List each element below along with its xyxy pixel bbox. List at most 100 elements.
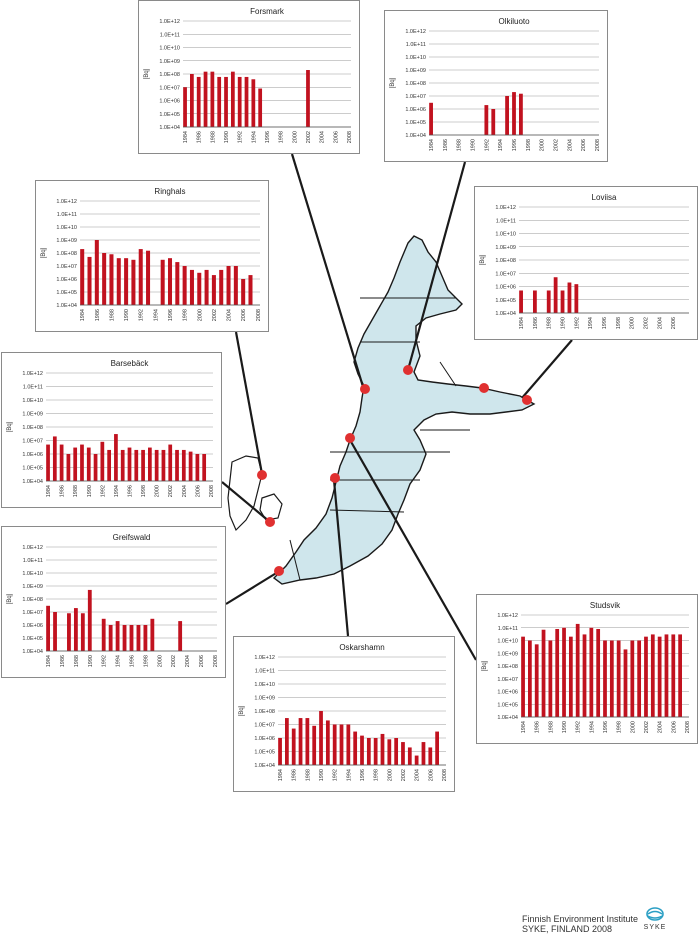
x-tick-label: 2000 <box>157 655 163 667</box>
x-tick-label: 1996 <box>168 309 174 321</box>
chart-panel-forsmark: Forsmark 1.0E+04 1.0E+05 1.0E+06 1.0E+07 1.0E… <box>138 0 360 154</box>
x-tick-label: 1990 <box>88 655 94 667</box>
x-tick-label: 1988 <box>305 769 311 781</box>
bar-1997 <box>519 93 523 135</box>
bar-1987 <box>67 613 71 651</box>
y-tick-label: 1.0E+05 <box>56 290 77 296</box>
y-tick-label: 1.0E+08 <box>159 72 180 78</box>
syke-logo-text: SYKE <box>644 924 667 931</box>
bar-2002 <box>401 742 405 765</box>
bar-2002 <box>306 70 310 127</box>
x-tick-label: 1998 <box>526 139 532 151</box>
y-tick-label: 1.0E+09 <box>254 696 275 702</box>
x-tick-label: 2002 <box>643 317 649 329</box>
bar-1985 <box>53 612 57 651</box>
y-tick-label: 1.0E+11 <box>406 42 426 48</box>
bar-1989 <box>116 258 121 305</box>
bar-1995 <box>160 259 165 305</box>
y-tick-label: 1.0E+11 <box>255 669 275 675</box>
x-tick-label: 1996 <box>130 655 136 667</box>
bar-1996 <box>167 258 173 305</box>
bar-1993 <box>491 109 496 135</box>
y-axis-label: [Bq] <box>7 593 13 604</box>
bar-1989 <box>312 725 317 765</box>
x-tick-label: 1998 <box>183 309 189 321</box>
y-tick-label: 1.0E+04 <box>254 763 275 769</box>
bar-2007 <box>248 275 253 305</box>
y-axis-label: [Bq] <box>144 68 150 79</box>
chart-svg-loviisa: Loviisa 1.0E+04 1.0E+05 1.0E+06 1.0E+07 1.0E+… <box>480 193 689 329</box>
x-tick-label: 1992 <box>484 139 490 151</box>
chart-title: Ringhals <box>154 187 185 196</box>
bar-1984 <box>278 738 282 765</box>
bar-2001 <box>637 640 642 717</box>
x-tick-label: 2002 <box>171 655 177 667</box>
y-tick-label: 1.0E+04 <box>497 715 518 721</box>
x-tick-label: 2000 <box>292 131 298 143</box>
x-tick-label: 1984 <box>80 309 86 321</box>
bar-1999 <box>623 649 628 717</box>
x-tick-label: 1986 <box>292 769 298 781</box>
bar-1990 <box>560 290 565 313</box>
x-tick-label: 2000 <box>630 317 636 329</box>
y-tick-label: 1.0E+05 <box>495 298 516 304</box>
bar-1984 <box>429 102 433 135</box>
bar-1993 <box>244 76 249 127</box>
y-tick-label: 1.0E+07 <box>22 610 43 616</box>
y-axis-label: [Bq] <box>390 77 396 88</box>
bar-2004 <box>226 266 231 305</box>
bar-1985 <box>528 640 532 717</box>
bar-2007 <box>202 454 207 481</box>
bar-1999 <box>147 447 152 481</box>
chart-svg-greifswald: Greifswald 1.0E+04 1.0E+05 1.0E+06 1.0E+07 1.… <box>7 533 219 667</box>
bar-1984 <box>46 444 50 481</box>
bar-1998 <box>143 625 148 651</box>
x-tick-label: 1992 <box>574 317 580 329</box>
x-tick-label: 1992 <box>139 309 145 321</box>
bar-1987 <box>66 454 71 481</box>
bar-2005 <box>233 266 238 305</box>
bar-1992 <box>484 105 489 135</box>
x-tick-label: 2008 <box>685 721 691 733</box>
x-tick-label: 2004 <box>182 485 188 497</box>
x-tick-label: 1986 <box>443 139 449 151</box>
syke-logo: SYKE <box>644 907 667 931</box>
bar-1992 <box>332 724 337 765</box>
x-tick-label: 1986 <box>60 655 66 667</box>
bar-1993 <box>582 634 587 717</box>
x-tick-label: 1990 <box>319 769 325 781</box>
bar-1992 <box>574 284 579 313</box>
bar-1995 <box>258 88 263 127</box>
bar-2004 <box>414 755 419 765</box>
bar-1984 <box>521 636 525 717</box>
x-tick-label: 2002 <box>553 139 559 151</box>
y-tick-label: 1.0E+08 <box>495 258 516 264</box>
x-tick-label: 2006 <box>428 769 434 781</box>
bar-1986 <box>534 644 539 717</box>
x-tick-label: 1984 <box>183 131 189 143</box>
y-tick-label: 1.0E+07 <box>159 85 180 91</box>
bar-1991 <box>230 71 235 127</box>
site-marker-sosnovy-bor <box>522 395 532 405</box>
bar-2002 <box>644 636 648 717</box>
x-tick-label: 1988 <box>457 139 463 151</box>
x-tick-label: 2000 <box>540 139 546 151</box>
x-tick-label: 1992 <box>576 721 582 733</box>
x-tick-label: 1990 <box>224 131 230 143</box>
x-tick-label: 2004 <box>185 655 191 667</box>
y-tick-label: 1.0E+06 <box>405 107 426 113</box>
y-axis-label: [Bq] <box>239 705 245 716</box>
bar-1986 <box>94 240 99 305</box>
x-tick-label: 1992 <box>333 769 339 781</box>
y-tick-label: 1.0E+12 <box>254 655 275 661</box>
bar-1995 <box>596 628 601 717</box>
x-tick-label: 1998 <box>279 131 285 143</box>
y-axis-label: [Bq] <box>41 247 47 258</box>
bar-1992 <box>101 618 106 651</box>
x-tick-label: 1984 <box>46 655 52 667</box>
y-tick-label: 1.0E+08 <box>22 597 43 603</box>
y-tick-label: 1.0E+04 <box>405 133 426 139</box>
y-tick-label: 1.0E+10 <box>22 398 43 404</box>
bar-1990 <box>124 258 129 305</box>
y-tick-label: 1.0E+09 <box>159 59 180 65</box>
